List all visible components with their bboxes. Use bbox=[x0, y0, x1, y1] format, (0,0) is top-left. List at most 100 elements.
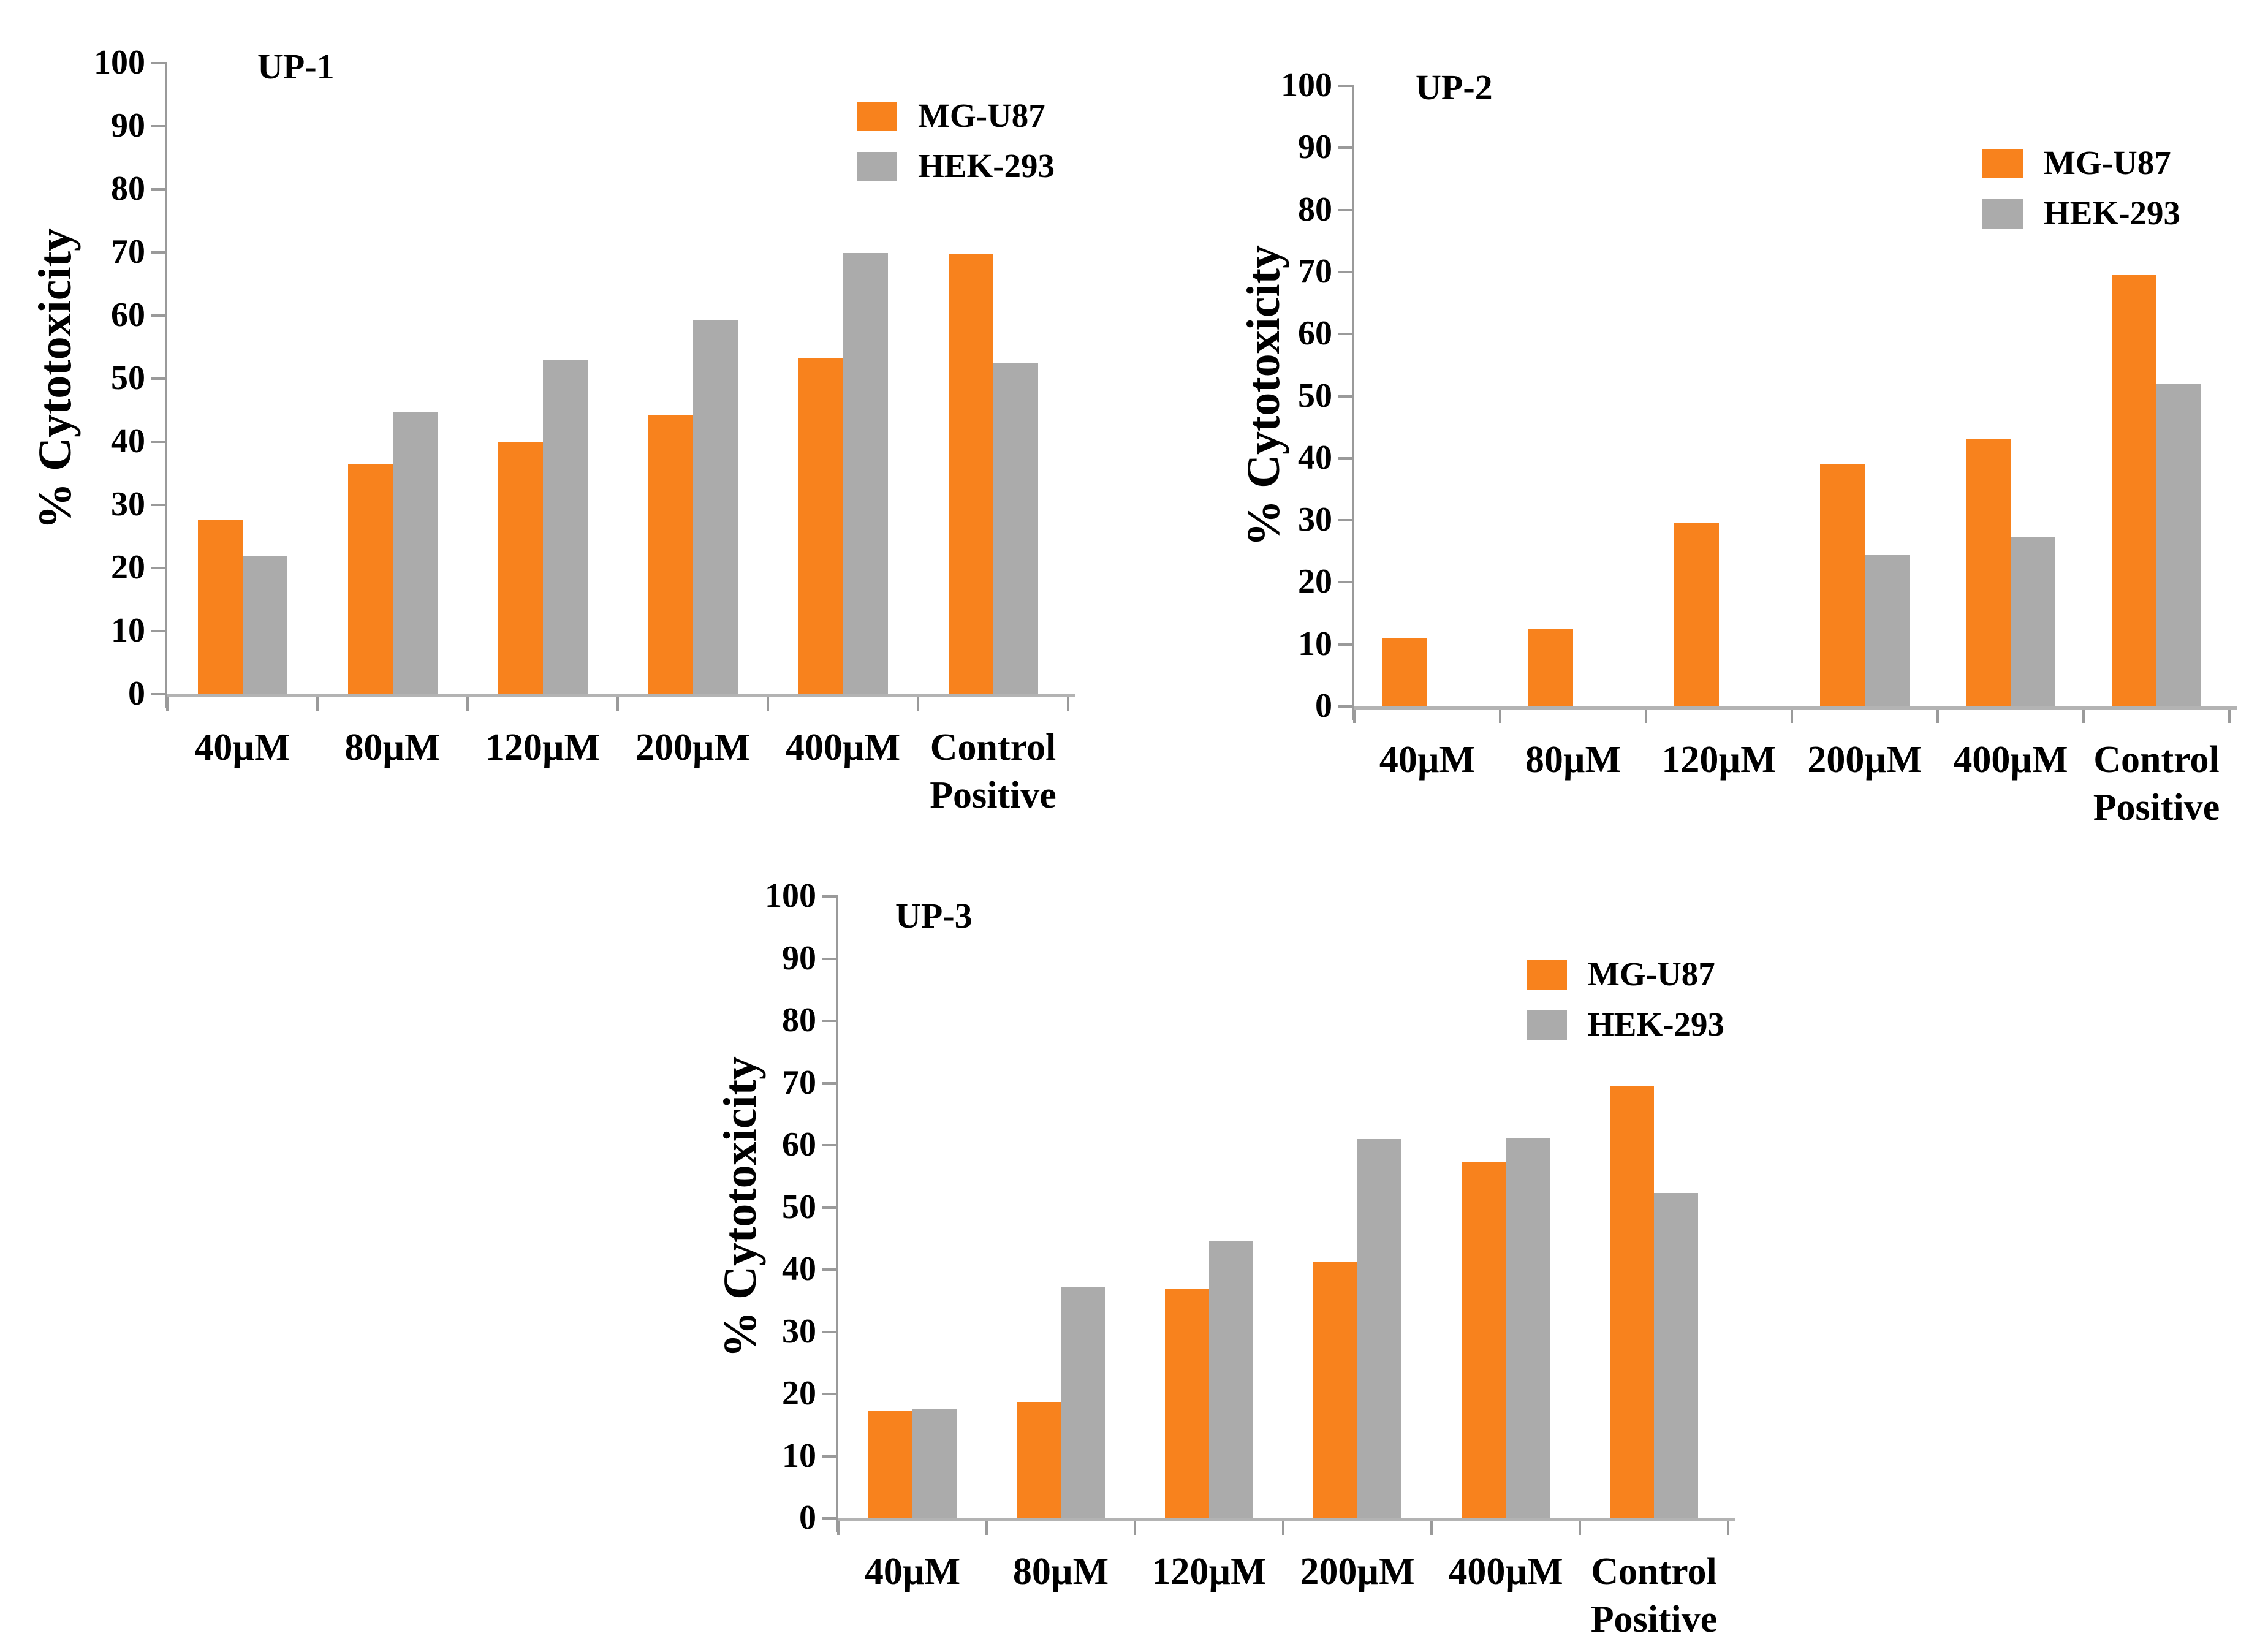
x-category-label: 40µM bbox=[194, 727, 290, 768]
legend-swatch-mg_u87 bbox=[1982, 149, 2023, 178]
y-tick-mark bbox=[1338, 456, 1354, 460]
y-axis-line bbox=[1352, 85, 1354, 720]
x-category-label: 200µM bbox=[1300, 1551, 1415, 1592]
y-tick-mark bbox=[151, 251, 167, 254]
x-category-label: Control Positive bbox=[2093, 739, 2220, 828]
legend-swatch-hek_293 bbox=[1527, 1010, 1567, 1040]
chart-title: UP-3 bbox=[895, 896, 973, 936]
y-tick-label: 0 bbox=[799, 1499, 816, 1537]
chart-title: UP-2 bbox=[1416, 67, 1493, 107]
y-tick-label: 40 bbox=[782, 1250, 816, 1288]
y-tick-label: 70 bbox=[1298, 252, 1332, 290]
y-tick-label: 90 bbox=[1298, 128, 1332, 167]
legend-swatch-hek_293 bbox=[1982, 199, 2023, 229]
x-tick-mark bbox=[166, 697, 169, 711]
x-tick-mark bbox=[1353, 710, 1356, 723]
y-tick-label: 40 bbox=[111, 422, 145, 460]
y-axis-line bbox=[165, 62, 167, 708]
bar-mg-u87-3 bbox=[1820, 464, 1865, 706]
x-tick-mark bbox=[1499, 710, 1501, 723]
y-tick-mark bbox=[1338, 270, 1354, 273]
y-tick-mark bbox=[151, 125, 167, 127]
y-tick-label: 80 bbox=[111, 170, 145, 208]
x-tick-mark bbox=[837, 1521, 840, 1535]
y-tick-label: 30 bbox=[782, 1312, 816, 1350]
x-category-label: 40µM bbox=[1379, 739, 1476, 781]
y-tick-mark bbox=[822, 1144, 838, 1146]
y-tick-mark bbox=[151, 567, 167, 569]
x-tick-mark bbox=[316, 697, 319, 711]
x-category-label: 400µM bbox=[785, 727, 901, 768]
x-tick-mark bbox=[1134, 1521, 1136, 1535]
bar-mg-u87-2 bbox=[1165, 1289, 1209, 1518]
bar-mg-u87-2 bbox=[1674, 523, 1719, 706]
legend-label-hek_293: HEK-293 bbox=[918, 147, 1055, 184]
bar-mg-u87-4 bbox=[798, 358, 843, 694]
bar-mg-u87-4 bbox=[1966, 439, 2011, 706]
legend-label-mg_u87: MG-U87 bbox=[1588, 955, 1715, 993]
x-category-label: Control Positive bbox=[930, 727, 1056, 816]
legend-swatch-hek_293 bbox=[857, 152, 897, 181]
bar-hek-293-2 bbox=[1209, 1241, 1253, 1518]
y-tick-mark bbox=[822, 895, 838, 898]
y-tick-mark bbox=[151, 188, 167, 191]
y-tick-label: 60 bbox=[111, 296, 145, 334]
y-tick-label: 20 bbox=[111, 548, 145, 586]
y-tick-mark bbox=[1338, 333, 1354, 336]
y-tick-mark bbox=[1338, 146, 1354, 150]
x-category-label: 400µM bbox=[1953, 739, 2068, 781]
y-tick-mark bbox=[822, 1455, 838, 1458]
x-tick-mark bbox=[1645, 710, 1647, 723]
y-tick-label: 100 bbox=[94, 44, 145, 81]
y-tick-mark bbox=[1338, 85, 1354, 87]
y-tick-mark bbox=[1338, 519, 1354, 522]
y-tick-mark bbox=[151, 504, 167, 506]
y-tick-label: 90 bbox=[111, 107, 145, 145]
y-tick-mark bbox=[822, 1081, 838, 1085]
y-tick-label: 100 bbox=[765, 877, 816, 915]
bar-hek-293-4 bbox=[843, 253, 888, 694]
x-category-label: Control Positive bbox=[1590, 1551, 1718, 1640]
y-tick-label: 70 bbox=[782, 1063, 816, 1102]
y-tick-mark bbox=[822, 1020, 838, 1022]
y-tick-label: 30 bbox=[1298, 501, 1332, 539]
y-tick-label: 0 bbox=[1315, 687, 1332, 725]
y-tick-mark bbox=[822, 1330, 838, 1333]
bar-mg-u87-0 bbox=[197, 520, 243, 694]
y-tick-label: 10 bbox=[1298, 624, 1332, 663]
y-tick-mark bbox=[822, 1517, 838, 1520]
y-tick-mark bbox=[151, 441, 167, 443]
x-tick-mark bbox=[466, 697, 469, 711]
y-tick-mark bbox=[151, 314, 167, 317]
x-tick-mark bbox=[1579, 1521, 1581, 1535]
x-tick-mark bbox=[917, 697, 919, 711]
legend-label-mg_u87: MG-U87 bbox=[2044, 144, 2171, 181]
bar-mg-u87-0 bbox=[868, 1411, 912, 1518]
legend-label-hek_293: HEK-293 bbox=[1588, 1005, 1725, 1043]
bar-hek-293-4 bbox=[2011, 537, 2055, 706]
y-tick-label: 60 bbox=[782, 1126, 816, 1164]
y-tick-label: 50 bbox=[782, 1187, 816, 1226]
y-tick-mark bbox=[1338, 705, 1354, 708]
y-tick-label: 80 bbox=[782, 1001, 816, 1039]
x-category-label: 200µM bbox=[635, 727, 751, 768]
chart-title: UP-1 bbox=[257, 47, 335, 86]
y-tick-label: 60 bbox=[1298, 314, 1332, 353]
y-tick-label: 50 bbox=[1298, 376, 1332, 415]
x-tick-mark bbox=[2228, 710, 2231, 723]
y-tick-label: 90 bbox=[782, 939, 816, 977]
y-tick-label: 100 bbox=[1281, 66, 1332, 104]
bar-hek-293-4 bbox=[1506, 1138, 1550, 1518]
bar-hek-293-0 bbox=[912, 1409, 957, 1518]
x-axis-baseline bbox=[1354, 706, 2237, 710]
x-tick-mark bbox=[616, 697, 619, 711]
legend-swatch-mg_u87 bbox=[1527, 960, 1567, 990]
y-tick-label: 50 bbox=[111, 359, 145, 397]
bar-mg-u87-5 bbox=[2112, 275, 2156, 706]
bar-mg-u87-3 bbox=[648, 415, 693, 694]
y-axis-line bbox=[836, 895, 838, 1532]
x-axis-baseline bbox=[167, 694, 1075, 697]
